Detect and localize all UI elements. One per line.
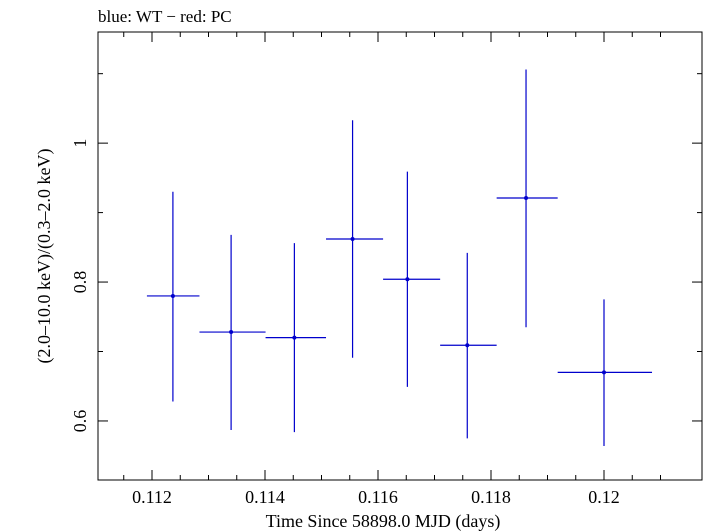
plot-frame: [97, 31, 703, 481]
x-tick-label: 0.114: [245, 487, 285, 507]
axis-ticks: 0.112 0.114 0.116 0.118 0.12 0.6 0.8 1: [70, 32, 702, 507]
y-tick-label: 0.6: [70, 410, 90, 433]
data-point: [170, 293, 175, 298]
x-tick-label: 0.118: [471, 487, 511, 507]
data-point: [465, 343, 470, 348]
y-tick-label: 1: [70, 139, 90, 148]
x-tick-label: 0.112: [132, 487, 172, 507]
data-point: [405, 277, 410, 282]
y-tick-label: 0.8: [70, 271, 90, 294]
x-tick-label: 0.116: [358, 487, 398, 507]
data-marks: [146, 69, 653, 446]
chart-legend-text: blue: WT − red: PC: [98, 7, 232, 26]
y-axis-label: (2.0–10.0 keV)/(0.3–2.0 keV): [34, 149, 55, 364]
data-point: [602, 370, 606, 375]
data-point: [524, 196, 529, 201]
data-point: [350, 236, 355, 241]
x-axis-label: Time Since 58898.0 MJD (days): [266, 511, 501, 532]
x-tick-label: 0.12: [588, 487, 620, 507]
data-point: [229, 330, 234, 335]
data-point: [292, 335, 297, 340]
